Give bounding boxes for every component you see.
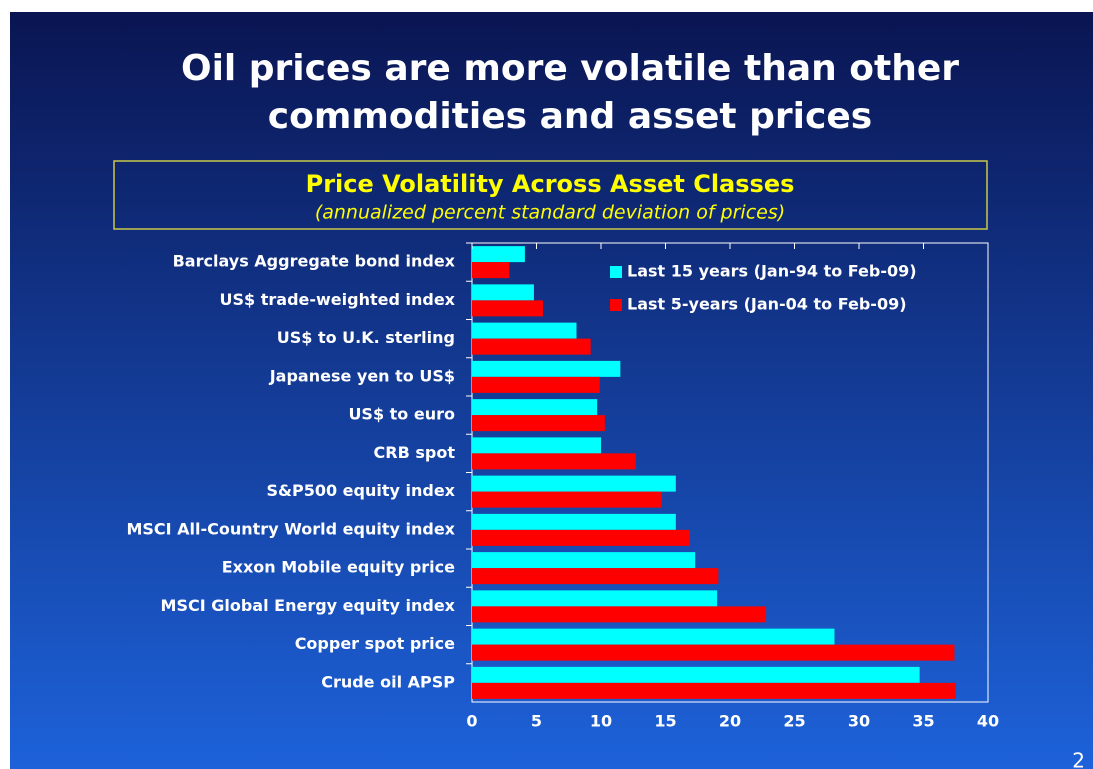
bar (472, 415, 605, 432)
x-tick-label: 40 (977, 712, 999, 731)
bar (472, 552, 696, 569)
bar (472, 513, 676, 530)
chart-title-box (113, 160, 988, 230)
y-tick-label: S&P500 equity index (267, 481, 456, 500)
bar (472, 300, 543, 317)
bar (472, 644, 955, 661)
y-tick-label: US$ to U.K. sterling (277, 328, 455, 347)
y-tick-label: US$ trade-weighted index (220, 290, 456, 309)
y-tick-label: Exxon Mobile equity price (222, 558, 455, 577)
bar (472, 376, 600, 393)
bar (472, 590, 718, 607)
x-tick-label: 20 (719, 712, 741, 731)
bar (472, 360, 621, 377)
bar (472, 491, 662, 508)
legend-swatch (610, 266, 622, 278)
chart-subtitle: (annualized percent standard deviation o… (315, 202, 785, 224)
y-tick-label: Copper spot price (295, 634, 455, 653)
chart-title: Price Volatility Across Asset Classes (306, 170, 795, 198)
bar (472, 475, 676, 492)
legend-label: Last 5-years (Jan-04 to Feb-09) (627, 295, 907, 314)
x-tick-label: 5 (531, 712, 542, 731)
y-tick-label: US$ to euro (348, 405, 455, 424)
x-tick-label: 10 (590, 712, 612, 731)
bar (472, 606, 767, 623)
x-tick-label: 15 (654, 712, 676, 731)
x-tick-label: 30 (848, 712, 870, 731)
slide-title: Oil prices are more volatile than other (181, 48, 959, 89)
bar (472, 338, 591, 355)
x-tick-label: 35 (912, 712, 934, 731)
bar (472, 568, 719, 585)
bar (472, 628, 835, 645)
page-number: 2 (1072, 749, 1085, 769)
bar (472, 246, 525, 263)
y-tick-label: Barclays Aggregate bond index (173, 252, 456, 271)
y-tick-label: Japanese yen to US$ (269, 366, 455, 385)
bar (472, 322, 577, 339)
bar (472, 529, 691, 546)
bar (472, 682, 956, 699)
y-tick-label: Crude oil APSP (321, 672, 455, 691)
bar (472, 284, 534, 301)
bar (472, 437, 601, 454)
bar (472, 399, 598, 416)
bar (472, 666, 920, 683)
x-tick-label: 25 (783, 712, 805, 731)
legend-swatch (610, 299, 622, 311)
slide-title: commodities and asset prices (268, 96, 872, 137)
y-tick-label: MSCI All-Country World equity index (126, 519, 455, 538)
y-tick-label: MSCI Global Energy equity index (161, 596, 456, 615)
bar (472, 453, 636, 470)
legend-label: Last 15 years (Jan-94 to Feb-09) (627, 262, 917, 281)
bar (472, 262, 510, 279)
x-tick-label: 0 (466, 712, 477, 731)
y-tick-label: CRB spot (374, 443, 456, 462)
